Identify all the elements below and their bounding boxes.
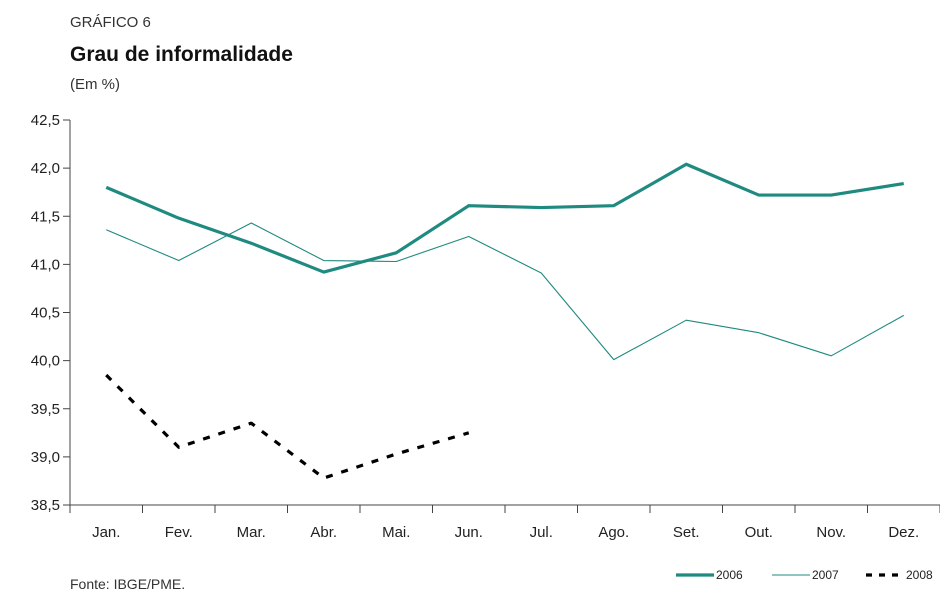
y-tick-label: 39,5 [31, 401, 60, 418]
x-tick-label: Set. [673, 524, 700, 541]
x-tick-label: Mai. [382, 524, 410, 541]
y-tick-label: 41,5 [31, 208, 60, 225]
chart-series [105, 162, 905, 480]
y-tick-label: 38,5 [31, 497, 60, 514]
x-tick-label: Out. [745, 524, 773, 541]
chart-unit-label: (Em %) [70, 76, 120, 93]
y-tick-label: 41,0 [31, 256, 60, 273]
series-line-2006 [105, 162, 905, 274]
chart-legend: 2006 2007 2008 [676, 568, 933, 582]
y-axis-ticks: 42,5 42,0 41,5 41,0 40,5 40,0 39,5 39,0 38,5 [31, 112, 70, 514]
y-tick-label: 40,0 [31, 353, 60, 370]
x-axis-ticks: Jan. Fev. Mar. Abr. Mai. Jun. Jul. Ago. Set. Out.… [69, 505, 940, 541]
x-tick-label: Fev. [165, 524, 193, 541]
x-tick-label: Nov. [816, 524, 846, 541]
series-line-2007 [106, 222, 905, 361]
x-tick-label: Jul. [530, 524, 553, 541]
legend-label-2006: 2006 [716, 568, 743, 582]
y-tick-label: 40,5 [31, 305, 60, 322]
series-line-2008 [105, 373, 470, 480]
x-tick-label: Dez. [888, 524, 919, 541]
source-note: Fonte: IBGE/PME. [70, 576, 186, 592]
x-tick-label: Jan. [92, 524, 120, 541]
legend-label-2007: 2007 [812, 568, 839, 582]
chart-number-label: GRÁFICO 6 [70, 14, 151, 31]
chart-axes [69, 120, 940, 506]
legend-label-2008: 2008 [906, 568, 933, 582]
x-tick-label: Mar. [237, 524, 266, 541]
y-tick-label: 39,0 [31, 449, 60, 466]
x-tick-label: Abr. [310, 524, 337, 541]
chart-title: Grau de informalidade [70, 43, 293, 66]
y-tick-label: 42,5 [31, 112, 60, 129]
x-tick-label: Ago. [598, 524, 629, 541]
y-tick-label: 42,0 [31, 160, 60, 177]
x-tick-label: Jun. [455, 524, 483, 541]
